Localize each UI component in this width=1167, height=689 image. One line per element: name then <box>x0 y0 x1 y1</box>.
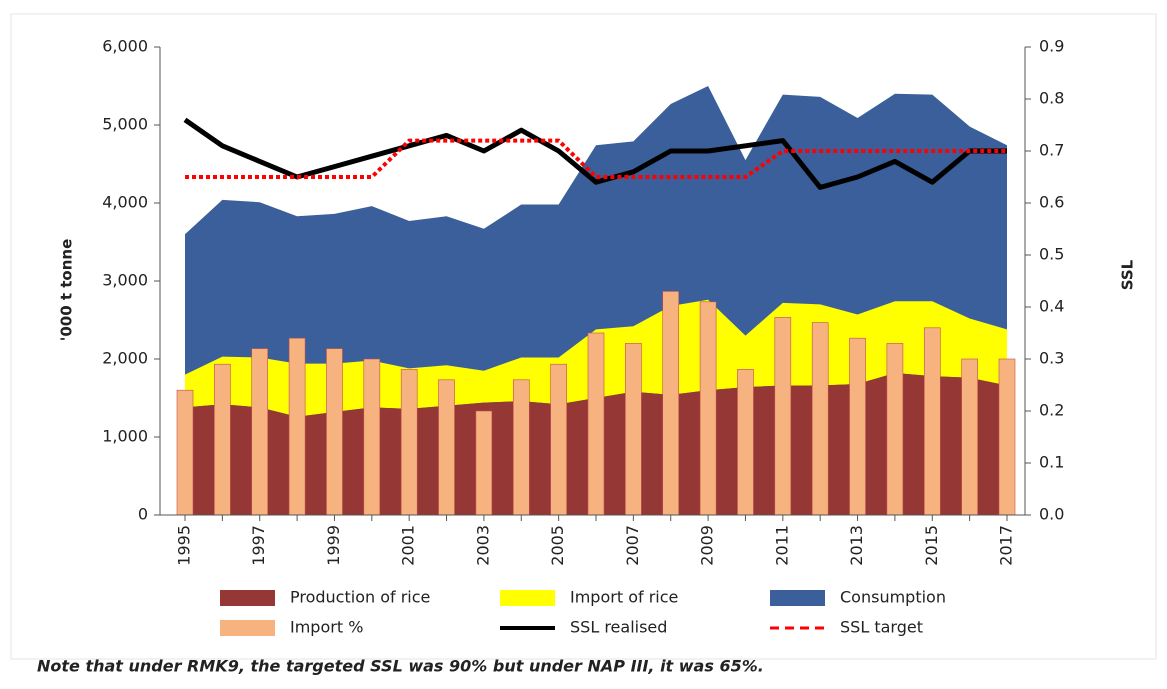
y2-tick-label: 0.8 <box>1039 89 1064 108</box>
line <box>183 117 1007 190</box>
x-tick-label: 2007 <box>623 525 642 566</box>
x-tick-label: 2017 <box>997 525 1016 566</box>
y2-tick-label: 0.2 <box>1039 401 1064 420</box>
y-tick-label: 6,000 <box>102 37 148 56</box>
x-tick-label: 1999 <box>324 525 343 566</box>
bar <box>699 301 717 516</box>
bar <box>811 322 829 516</box>
y2-tick-label: 0.5 <box>1039 245 1064 264</box>
y2-tick-label: 0.6 <box>1039 193 1064 212</box>
y-axis-label: '000 t tonne <box>58 239 76 342</box>
legend-swatch <box>770 590 825 606</box>
line <box>185 138 1007 179</box>
y-tick-label: 1,000 <box>102 427 148 446</box>
legend-swatch <box>220 590 275 606</box>
legend-label: Import of rice <box>570 588 678 607</box>
bar <box>587 332 605 516</box>
y2-tick-label: 0.1 <box>1039 453 1064 472</box>
y2-tick-label: 0.7 <box>1039 141 1064 160</box>
bar <box>961 358 978 516</box>
legend-swatch <box>220 620 275 636</box>
bar <box>438 379 455 516</box>
bar <box>475 410 493 516</box>
bar <box>363 358 381 516</box>
bar <box>737 369 754 516</box>
x-tick-label: 2005 <box>548 525 567 566</box>
x-tick-label: 1995 <box>175 525 194 566</box>
bar <box>326 348 343 516</box>
y-tick-label: 0 <box>138 505 148 524</box>
y-tick-label: 3,000 <box>102 271 148 290</box>
legend-swatch <box>500 590 555 606</box>
legend-label: SSL target <box>840 618 923 637</box>
bar <box>625 343 642 516</box>
y-tick-label: 2,000 <box>102 349 148 368</box>
x-tick-label: 2011 <box>772 525 791 566</box>
bar <box>998 358 1016 516</box>
y2-tick-label: 0.4 <box>1039 297 1064 316</box>
bar <box>288 337 306 516</box>
y2-tick-label: 0.9 <box>1039 37 1064 56</box>
x-tick-label: 1997 <box>249 525 268 566</box>
y2-tick-label: 0.3 <box>1039 349 1064 368</box>
y-tick-label: 5,000 <box>102 115 148 134</box>
legend-label: SSL realised <box>570 618 667 637</box>
x-tick-label: 2003 <box>473 525 492 566</box>
y-tick-label: 4,000 <box>102 193 148 212</box>
bar <box>214 363 231 516</box>
legend-label: Production of rice <box>290 588 430 607</box>
note: Note that under RMK9, the targeted SSL w… <box>37 657 764 676</box>
x-tick-label: 2001 <box>399 525 418 566</box>
bar <box>662 291 680 516</box>
legend-label: Import % <box>290 618 363 637</box>
bar <box>176 389 194 516</box>
bar <box>849 337 866 516</box>
bar <box>774 317 792 516</box>
y2-axis-label: SSL <box>1119 259 1137 290</box>
x-tick-label: 2009 <box>698 525 717 566</box>
bar <box>550 363 567 516</box>
y2-tick-label: 0.0 <box>1039 505 1064 524</box>
x-tick-label: 2015 <box>922 525 941 566</box>
x-tick-label: 2013 <box>847 525 866 566</box>
bar <box>400 369 418 516</box>
legend-label: Consumption <box>840 588 946 607</box>
bar <box>251 348 269 516</box>
bar <box>923 327 941 516</box>
bar <box>512 379 530 516</box>
bar <box>886 343 904 516</box>
